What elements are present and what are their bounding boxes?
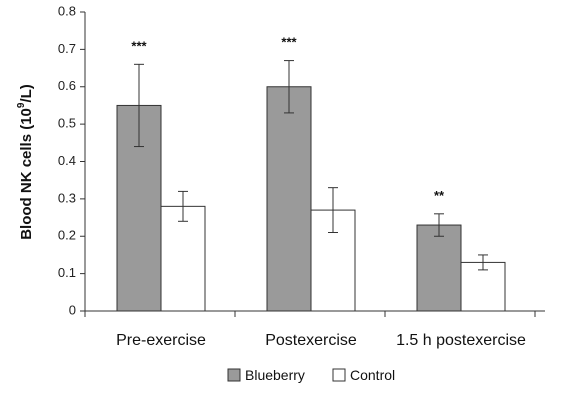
category-labels: Pre-exercise Postexercise 1.5 h postexerci… bbox=[116, 332, 526, 349]
y-axis-title-superscript: 9 bbox=[16, 102, 27, 108]
category-label: 1.5 h postexercise bbox=[396, 332, 526, 349]
legend-swatch-control bbox=[332, 368, 346, 382]
significance-label: *** bbox=[281, 35, 297, 50]
y-tick-label: 0.4 bbox=[58, 153, 76, 168]
legend: Blueberry Control bbox=[227, 367, 395, 383]
significance-labels: *** ***** bbox=[131, 35, 445, 203]
category-label: Postexercise bbox=[265, 332, 357, 349]
y-tick-label: 0.6 bbox=[58, 78, 76, 93]
control-bar bbox=[460, 261, 506, 312]
y-tick-label: 0.3 bbox=[58, 190, 76, 205]
legend-swatch-blueberry bbox=[227, 368, 241, 382]
y-axis-title-suffix: /L) bbox=[18, 84, 35, 102]
blueberry-bar bbox=[266, 86, 312, 312]
y-axis-title-main: Blood NK cells (10 bbox=[18, 108, 35, 240]
legend-label-control: Control bbox=[350, 367, 395, 383]
bars bbox=[116, 86, 506, 312]
significance-label: ** bbox=[434, 188, 445, 203]
y-tick-label: 0 bbox=[69, 302, 76, 317]
category-label: Pre-exercise bbox=[116, 332, 206, 349]
blueberry-bar bbox=[416, 224, 462, 312]
y-tick-label: 0.1 bbox=[58, 265, 76, 280]
significance-label: *** bbox=[131, 38, 147, 53]
y-tick-label: 0.2 bbox=[58, 228, 76, 243]
y-tick-label: 0.5 bbox=[58, 116, 76, 131]
y-ticks: 0 0.1 0.2 0.3 0.4 0.5 0.6 0.7 0.8 bbox=[58, 3, 85, 317]
y-tick-label: 0.7 bbox=[58, 41, 76, 56]
control-bar bbox=[160, 205, 206, 312]
svg-text:Blood NK cells (109/L): Blood NK cells (109/L) bbox=[16, 84, 35, 240]
error-bars bbox=[134, 60, 488, 271]
legend-label-blueberry: Blueberry bbox=[245, 367, 305, 383]
y-tick-label: 0.8 bbox=[58, 3, 76, 18]
y-axis-title: Blood NK cells (109/L) bbox=[16, 84, 35, 240]
